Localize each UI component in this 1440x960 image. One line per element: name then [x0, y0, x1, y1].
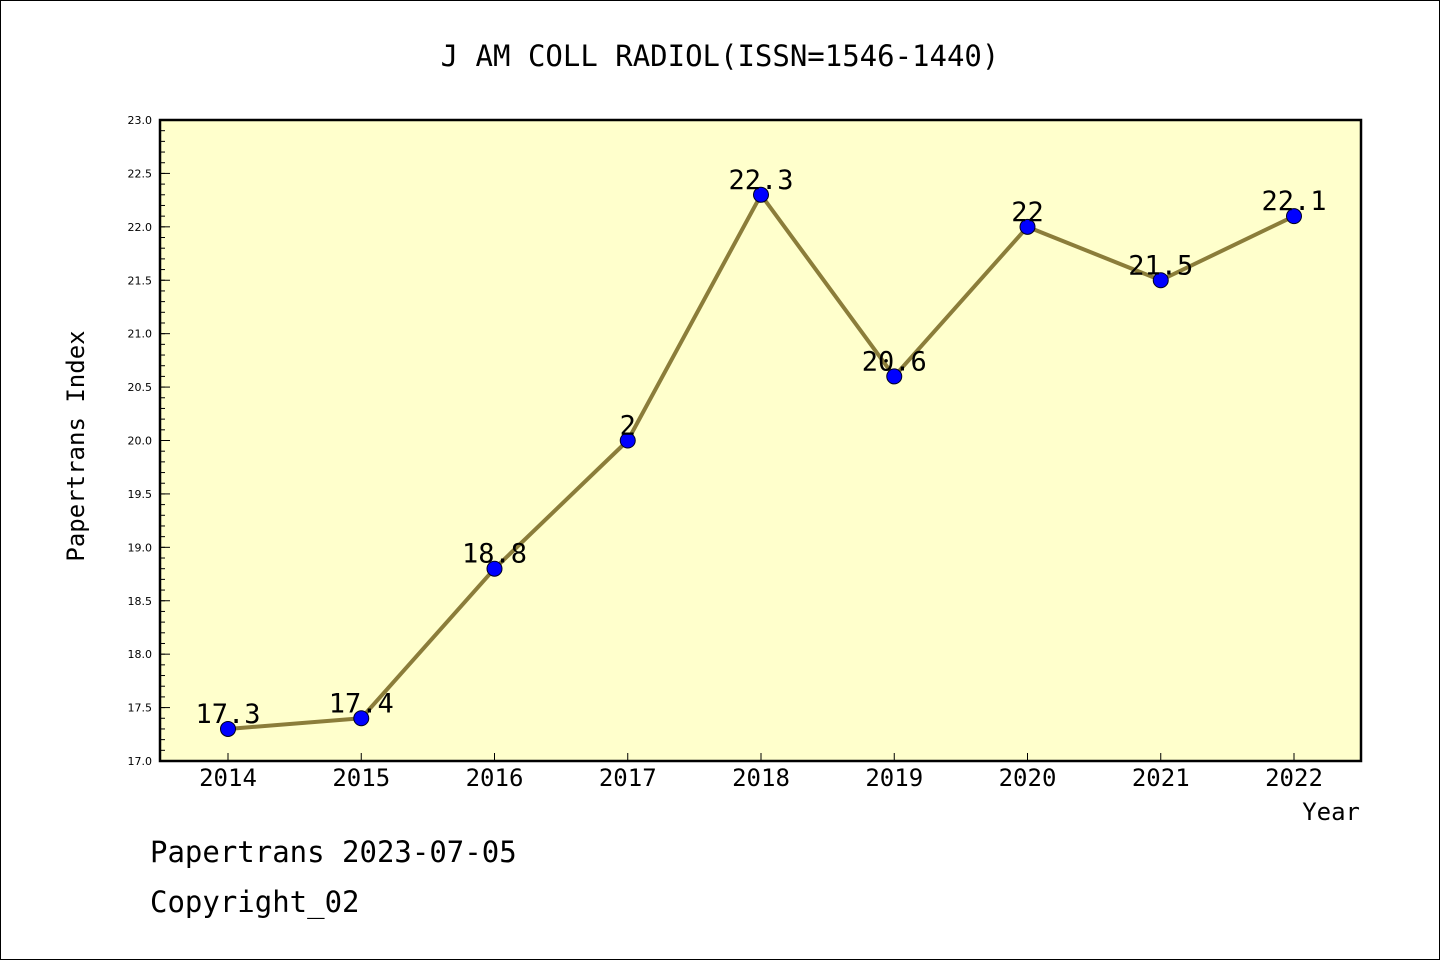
- data-labels: 17.3 17.4 18.8 2 22.3 20.6 22 21.5 22.1: [195, 165, 1326, 730]
- y-tick-label: 18.0: [128, 648, 153, 661]
- data-point: [1286, 208, 1302, 225]
- y-tick-label: 22.5: [128, 167, 153, 180]
- y-tick-label: 21.5: [128, 274, 153, 287]
- y-tick-label: 19.0: [128, 541, 153, 554]
- data-point: [753, 186, 769, 203]
- y-tick-label: 17.5: [128, 702, 153, 715]
- data-label: 22: [1011, 197, 1044, 228]
- x-tick-label: 2020: [999, 764, 1057, 792]
- y-axis-ticks: 17.0 17.5 18.0 18.5 19.0 19.5 20.0 20.5 21.0 21.5…: [128, 114, 170, 768]
- data-label: 18.8: [462, 539, 527, 570]
- x-tick-label: 2022: [1265, 764, 1323, 792]
- x-tick-label: 2014: [199, 764, 257, 792]
- y-tick-label: 18.5: [128, 595, 153, 608]
- data-label: 20.6: [862, 346, 927, 377]
- y-axis-label: Papertrans Index: [62, 330, 90, 561]
- plot-area: [158, 118, 1363, 763]
- x-tick-label: 2015: [332, 764, 390, 792]
- footer-date: Papertrans 2023-07-05: [150, 835, 517, 869]
- y-tick-label: 23.0: [128, 114, 153, 127]
- data-label: 22.3: [728, 165, 793, 196]
- data-points: [220, 186, 1302, 737]
- x-tick-label: 2017: [599, 764, 657, 792]
- data-label: 22.1: [1261, 186, 1326, 217]
- footer-copyright: Copyright_02: [150, 885, 360, 919]
- x-axis-ticks: 2014 2015 2016 2017 2018 2019 2020 2021 2022: [199, 753, 1323, 792]
- x-tick-label: 2019: [865, 764, 923, 792]
- data-point: [1152, 272, 1169, 289]
- y-tick-label: 20.0: [128, 435, 153, 448]
- y-tick-label: 19.5: [128, 488, 153, 501]
- y-tick-label: 17.0: [128, 755, 153, 768]
- data-point: [886, 368, 903, 385]
- x-tick-label: 2018: [732, 764, 790, 792]
- x-tick-label: 2016: [466, 764, 524, 792]
- data-point: [353, 710, 370, 727]
- data-point: [486, 560, 503, 577]
- x-axis-label: Year: [1302, 798, 1360, 826]
- data-point: [619, 432, 636, 449]
- data-label: 2: [620, 411, 636, 442]
- x-tick-label: 2021: [1132, 764, 1190, 792]
- data-label: 21.5: [1128, 250, 1193, 281]
- y-tick-label: 22.0: [128, 221, 153, 234]
- chart-title: J AM COLL RADIOL(ISSN=1546-1440): [441, 39, 1000, 73]
- y-tick-label: 21.0: [128, 328, 153, 341]
- data-point: [1019, 218, 1036, 235]
- data-label: 17.4: [329, 688, 394, 719]
- data-point: [220, 720, 236, 737]
- data-label: 17.3: [195, 699, 260, 730]
- y-tick-label: 20.5: [128, 381, 153, 394]
